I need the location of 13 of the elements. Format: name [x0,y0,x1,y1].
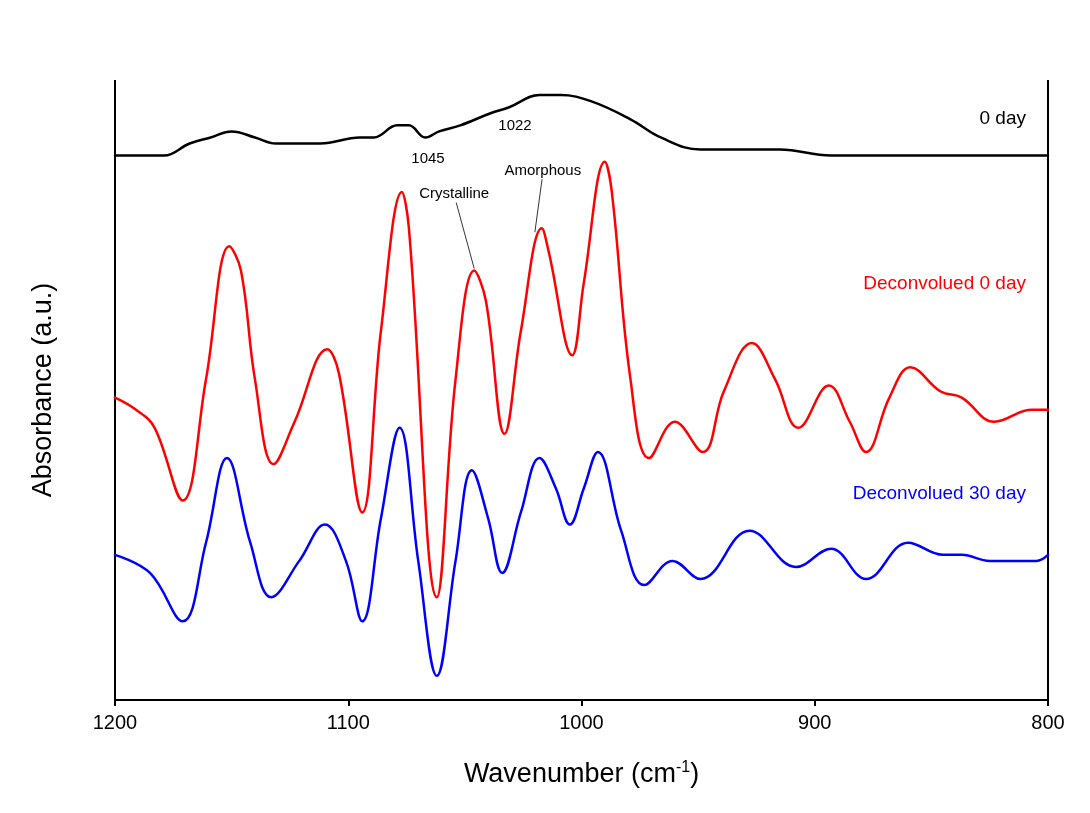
series-label: 0 day [979,106,1027,128]
x-tick-label: 900 [798,711,832,733]
annotation: Amorphous [504,160,582,178]
y-axis-title: Absorbance (a.u.) [27,282,57,498]
x-tick-label: 1200 [92,711,138,733]
x-tick-label: 800 [1031,711,1065,733]
text: Deconvolued 30 day [852,481,1027,503]
annotation: 1045 [411,148,445,166]
x-tick-label: 1100 [326,711,370,733]
text: Deconvolued 0 day [863,271,1027,293]
annotation: Crystalline [419,184,490,202]
x-tick-label: 1000 [559,711,604,733]
annotation: 1022 [498,115,532,133]
